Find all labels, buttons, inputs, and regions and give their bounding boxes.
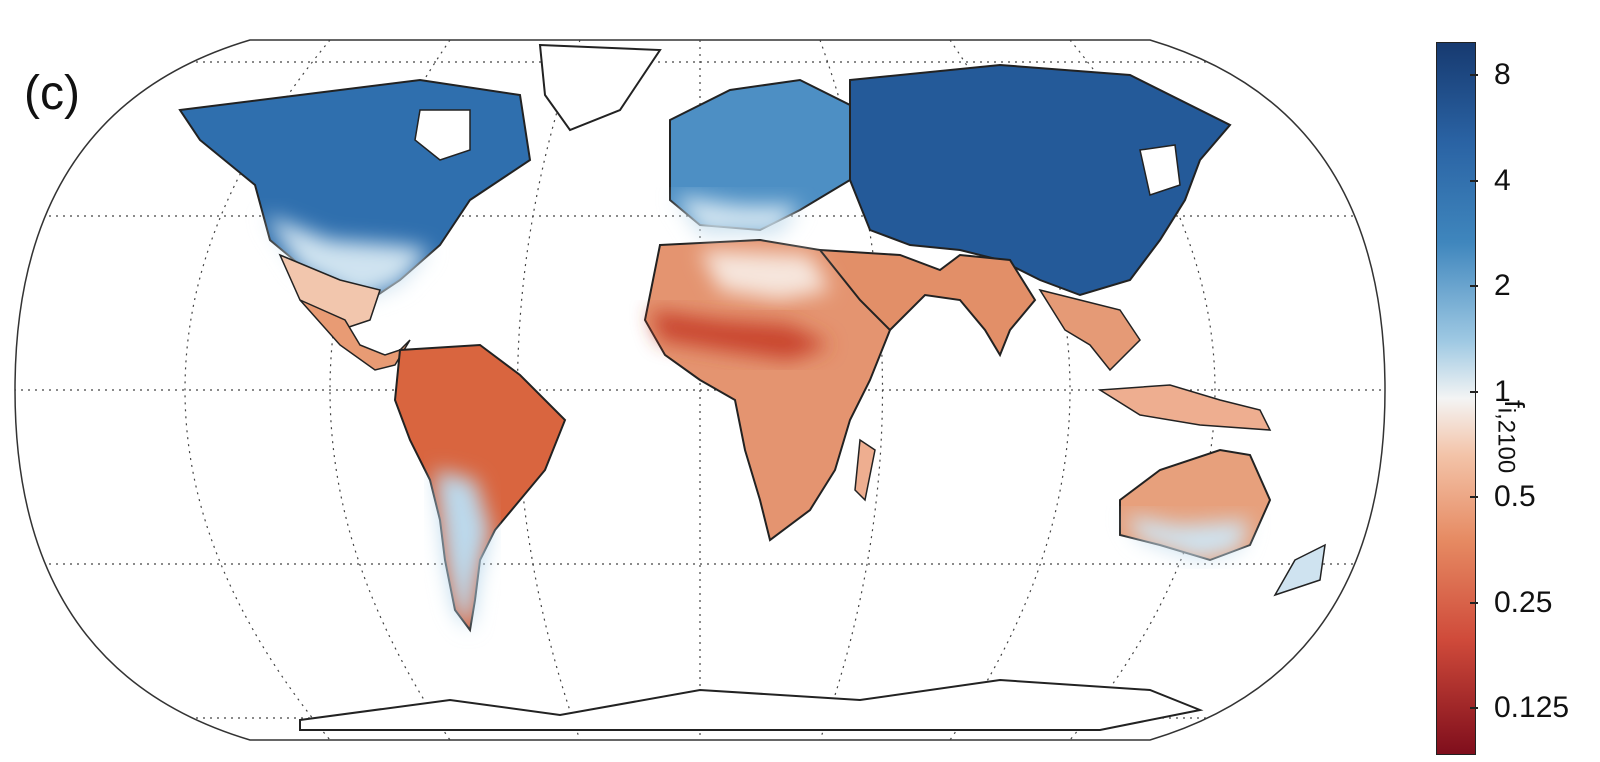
colorbar-tick-mark — [1470, 179, 1478, 182]
continent-europe — [669, 78, 862, 235]
colorbar-tick-mark — [1470, 496, 1478, 498]
colorbar-tick-label: 0.25 — [1494, 585, 1553, 619]
colorbar-tick-mark — [1470, 390, 1478, 393]
colorbar-title: fi,2100 — [1491, 400, 1530, 473]
colorbar-tick-mark — [1470, 601, 1478, 604]
colorbar-tick-label: 4 — [1494, 163, 1511, 197]
panel-label: (c) — [24, 67, 80, 120]
colorbar-tick-mark — [1470, 74, 1478, 76]
continent-africa — [643, 238, 892, 542]
continent-central-america — [299, 299, 411, 371]
colorbar-tick-mark — [1470, 707, 1478, 709]
colorbar-title-main: f — [1499, 400, 1530, 408]
world-map — [14, 39, 1386, 741]
continent-australia — [1119, 448, 1326, 597]
continent-asia — [818, 63, 1272, 431]
continent-south-america — [393, 343, 567, 633]
colorbar-tick-label: 2 — [1494, 269, 1511, 302]
colorbar-tick-mark — [1470, 285, 1478, 287]
colorbar — [1436, 42, 1476, 755]
colorbar-tick-label: 8 — [1494, 58, 1511, 91]
continent-antarctica — [299, 678, 1204, 731]
colorbar-tick-label: 0.125 — [1494, 691, 1570, 724]
continent-north-america — [178, 43, 662, 331]
colorbar-title-sub: i,2100 — [1492, 407, 1520, 474]
colorbar-tick-label: 1 — [1494, 374, 1511, 408]
colorbar-tick-label: 0.5 — [1494, 480, 1536, 513]
